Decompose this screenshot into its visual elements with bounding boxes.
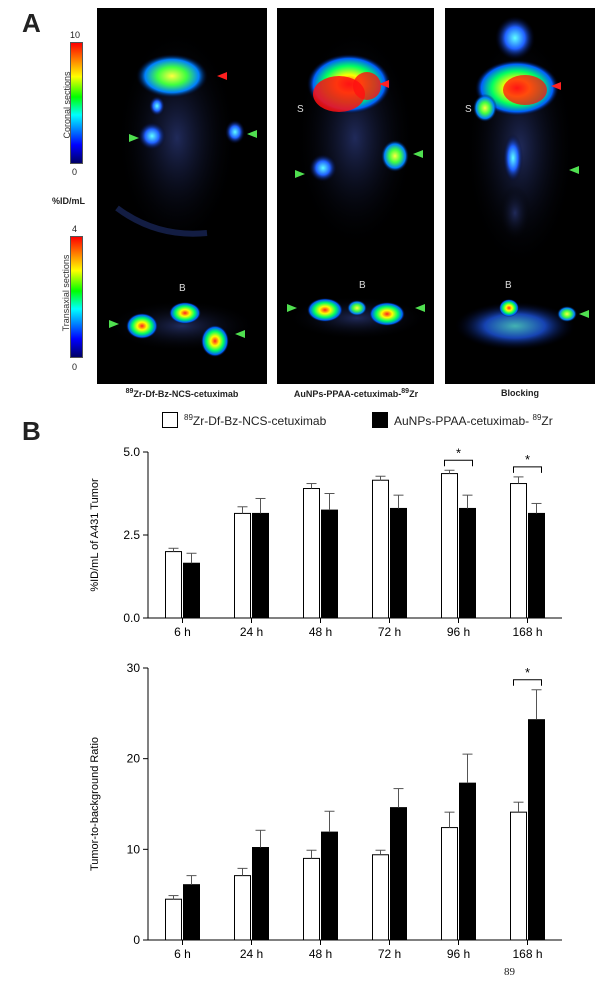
green-arrow-icon	[569, 166, 579, 174]
pet-image-3: S B	[445, 8, 595, 384]
x-tick-label: 48 h	[309, 947, 332, 961]
legend-swatch-black	[372, 412, 388, 428]
bar	[372, 479, 389, 619]
legend-series-1: 89Zr-Df-Bz-NCS-cetuximab	[162, 412, 326, 428]
x-tick-label: 48 h	[309, 625, 332, 639]
bar	[321, 831, 338, 941]
bar	[459, 507, 476, 619]
y-tick-label: 10	[127, 842, 141, 856]
bar	[234, 875, 251, 941]
tumor-background-ratio-chart: 0 10 20 30 Tumor-to-background Ratio 6 h 24 h 4…	[89, 661, 562, 961]
green-arrow-icon	[235, 330, 245, 338]
green-arrow-icon	[247, 130, 257, 138]
red-arrow-icon	[551, 82, 561, 90]
colorbar-bottom-max: 4	[72, 224, 78, 234]
colorbar-top-max: 10	[70, 30, 81, 40]
bar	[183, 884, 200, 941]
bar	[303, 488, 320, 619]
legend-label-1: 89Zr-Df-Bz-NCS-cetuximab	[184, 412, 327, 428]
x-tick-label: 72 h	[378, 947, 401, 961]
bar	[390, 507, 407, 619]
mark-b: B	[505, 280, 512, 291]
red-arrow-icon	[379, 80, 389, 88]
bar	[510, 483, 527, 619]
pet-caption-2: AuNPs-PPAA-cetuximab-89Zr	[293, 388, 419, 399]
green-arrow-icon	[109, 320, 119, 328]
red-arrow-icon	[217, 72, 227, 80]
significance-bracket	[444, 459, 473, 467]
bar	[165, 551, 182, 619]
bar	[441, 473, 458, 619]
bar	[441, 827, 458, 941]
pet-image-1-svg	[107, 28, 257, 357]
x-tick-label: 96 h	[447, 625, 470, 639]
pet-image-1: B	[97, 8, 267, 384]
bar	[183, 562, 200, 619]
green-arrow-icon	[295, 170, 305, 178]
significance-bracket	[513, 679, 542, 686]
y-tick-label: 30	[127, 661, 141, 675]
significance-star: *	[456, 445, 461, 460]
panel-a-letter: A	[22, 8, 41, 38]
mark-s: S	[465, 104, 472, 115]
x-tick-label: 24 h	[240, 625, 263, 639]
y-tick-label: 0	[133, 933, 140, 947]
legend-series-2: AuNPs-PPAA-cetuximab- 89Zr	[372, 412, 553, 428]
y-axis-label: %ID/mL of A431 Tumor	[89, 478, 101, 592]
tumor-uptake-chart: 0.0 2.5 5.0 %ID/mL of A431 Tumor 6 h 24 h 48 h…	[89, 445, 562, 639]
colorbar-bottom-min: 0	[72, 362, 78, 372]
bar	[234, 512, 251, 619]
bar	[390, 807, 407, 941]
x-tick-label: 168 h	[512, 625, 542, 639]
green-arrow-icon	[413, 150, 423, 158]
pet-image-2: S B	[277, 8, 434, 384]
legend-label-2: AuNPs-PPAA-cetuximab- 89Zr	[394, 412, 553, 428]
x-tick-label: 72 h	[378, 625, 401, 639]
bar	[372, 854, 389, 941]
y-tick-label: 2.5	[123, 528, 140, 542]
bar	[252, 512, 269, 619]
bar	[165, 898, 182, 941]
bar	[321, 509, 338, 619]
pet-caption-1: 89Zr-Df-Bz-NCS-cetuximab	[125, 388, 239, 399]
x-tick-label: 96 h	[447, 947, 470, 961]
x-tick-label: 24 h	[240, 947, 263, 961]
pet-image-2-svg	[287, 28, 427, 340]
unit-label: %ID/mL	[52, 196, 86, 206]
colorbar-top-min: 0	[72, 167, 78, 177]
colorbar-top	[70, 42, 83, 164]
bar	[510, 811, 527, 941]
bar	[459, 782, 476, 941]
y-tick-label: 0.0	[123, 611, 140, 625]
y-axis-label: Tumor-to-background Ratio	[89, 737, 101, 871]
bar	[252, 847, 269, 941]
bar	[528, 719, 545, 941]
mark-b: B	[359, 280, 366, 291]
pet-caption-3: Blocking	[500, 388, 539, 398]
bar	[303, 857, 320, 941]
mark-b: B	[179, 283, 186, 294]
significance-bracket	[513, 466, 542, 473]
significance-star: *	[525, 452, 530, 467]
green-arrow-icon	[415, 304, 425, 312]
panel-b-letter: B	[22, 416, 41, 446]
colorbar-bottom	[70, 236, 83, 358]
x-tick-label: 6 h	[174, 625, 191, 639]
mark-s: S	[297, 104, 304, 115]
green-arrow-icon	[579, 310, 589, 318]
x-tick-label: 6 h	[174, 947, 191, 961]
y-tick-label: 20	[127, 752, 141, 766]
bar	[528, 512, 545, 619]
x-tick-label: 168 h	[512, 947, 542, 961]
green-arrow-icon	[129, 134, 139, 142]
significance-star: *	[525, 665, 530, 680]
y-tick-label: 5.0	[123, 445, 140, 459]
pet-image-3-svg	[455, 16, 577, 350]
legend-swatch-white	[162, 412, 178, 428]
green-arrow-icon	[287, 304, 297, 312]
page-number: 89	[504, 966, 515, 978]
